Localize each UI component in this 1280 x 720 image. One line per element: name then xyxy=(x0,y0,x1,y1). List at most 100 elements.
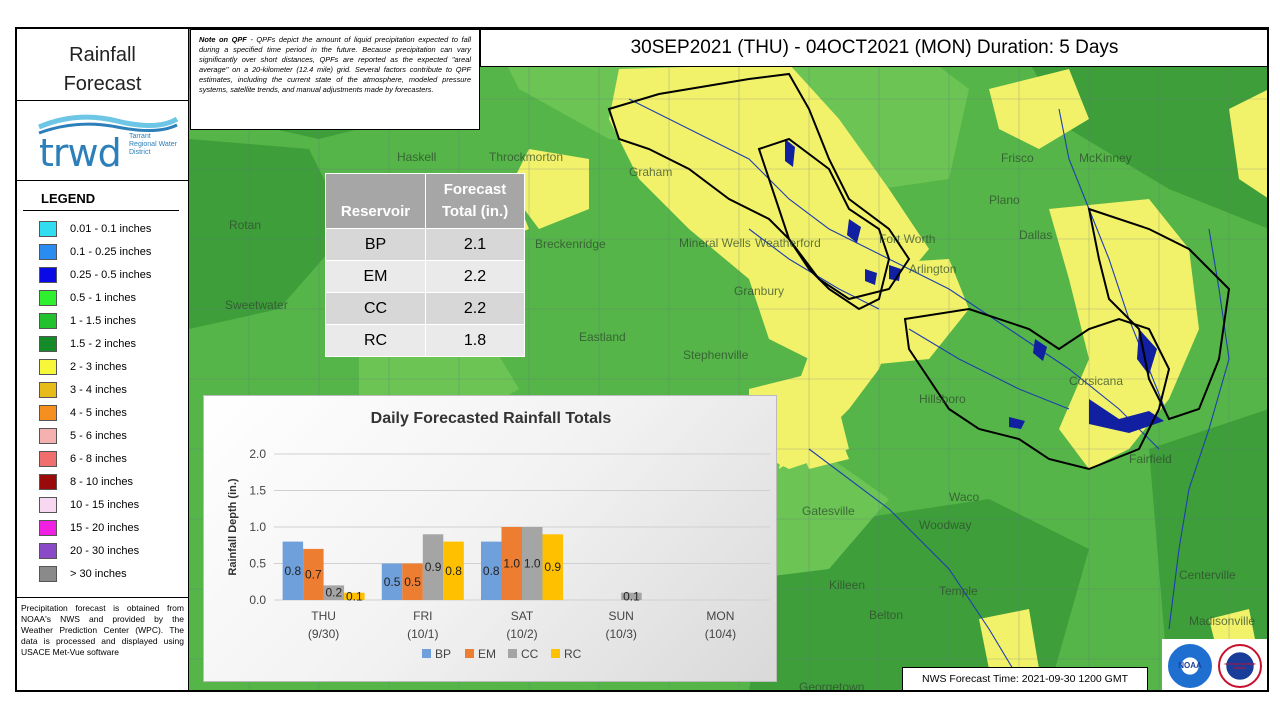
legend-swatch xyxy=(39,358,57,375)
chart-title: Daily Forecasted Rainfall Totals xyxy=(370,410,612,427)
legend-label: 4 - 5 inches xyxy=(70,406,127,419)
map-label: Mineral Wells xyxy=(679,236,751,250)
map-label: Throckmorton xyxy=(489,150,563,164)
legend-item: 0.5 - 1 inches xyxy=(39,286,151,309)
map-label: Belton xyxy=(869,608,903,622)
map-label: Plano xyxy=(989,193,1020,207)
map-label: Corsicana xyxy=(1069,374,1123,388)
chart-x-tick-label: SAT xyxy=(511,609,534,623)
trwd-logo: trwd Tarrant Regional Water District xyxy=(17,101,188,181)
legend-item: 15 - 20 inches xyxy=(39,516,151,539)
table-header-total: Forecast Total (in.) xyxy=(425,173,525,229)
chart-legend-label: RC xyxy=(564,647,582,661)
chart-y-axis-label: Rainfall Depth (in.) xyxy=(227,478,239,576)
nws-forecast-time: NWS Forecast Time: 2021-09-30 1200 GMT xyxy=(902,667,1148,690)
chart-x-tick-label: FRI xyxy=(413,609,432,623)
legend-divider xyxy=(23,210,179,211)
forecast-period-title: 30SEP2021 (THU) - 04OCT2021 (MON) Durati… xyxy=(480,29,1267,67)
chart-bar-em xyxy=(501,527,522,600)
chart-x-tick-label: THU xyxy=(311,609,336,623)
legend-item: 20 - 30 inches xyxy=(39,539,151,562)
legend-title: LEGEND xyxy=(41,191,96,206)
table-cell-total: 2.2 xyxy=(425,260,525,293)
chart-bar-cc xyxy=(422,534,444,600)
map-label: Gatesville xyxy=(802,504,855,518)
nws-logo-icon: NATIONAL WEATHER SERVICE xyxy=(1218,644,1262,688)
qpf-note-title: Note on QPF xyxy=(199,35,247,44)
chart-x-tick-label: (10/4) xyxy=(705,627,736,641)
chart-bar-cc xyxy=(522,527,543,600)
zone-2-3 xyxy=(989,69,1089,149)
nws-logo-text: NATIONAL WEATHER SERVICE xyxy=(1224,662,1256,670)
chart-legend-swatch xyxy=(465,649,474,658)
chart-data-label: 0.9 xyxy=(425,560,442,574)
reservoir-table: Reservoir Forecast Total (in.) BP 2.1 EM 2… xyxy=(325,173,525,357)
chart-data-label: 0.9 xyxy=(544,560,561,574)
legend-label: 8 - 10 inches xyxy=(70,475,133,488)
legend-swatch xyxy=(39,519,57,536)
table-header-row: Reservoir Forecast Total (in.) xyxy=(325,173,525,229)
legend-label: 1.5 - 2 inches xyxy=(70,337,137,350)
map-label: Waco xyxy=(949,490,980,504)
legend-label: 0.1 - 0.25 inches xyxy=(70,245,152,258)
map-label: Fairfield xyxy=(1129,452,1172,466)
chart-data-label: 0.5 xyxy=(384,575,401,589)
chart-bar-bp xyxy=(282,541,304,600)
legend-swatch xyxy=(39,266,57,283)
chart-bar-cc xyxy=(621,592,642,600)
legend-label: 20 - 30 inches xyxy=(70,544,140,557)
panel-title-line: Rainfall xyxy=(69,44,136,66)
map-label: Eastland xyxy=(579,330,626,344)
legend-label: > 30 inches xyxy=(70,567,127,580)
left-panel: Rainfall Forecast trwd Tarrant Regional … xyxy=(17,29,189,690)
legend-label: 3 - 4 inches xyxy=(70,383,127,396)
legend-swatch xyxy=(39,542,57,559)
chart-data-label: 0.1 xyxy=(346,589,363,603)
chart-bar-rc xyxy=(344,592,365,600)
legend-swatch xyxy=(39,450,57,467)
qpf-note-text: - QPFs depict the amount of liquid preci… xyxy=(199,35,471,94)
legend-label: 0.01 - 0.1 inches xyxy=(70,222,152,235)
table-cell-total: 2.1 xyxy=(425,228,525,261)
legend-item: 0.25 - 0.5 inches xyxy=(39,263,151,286)
map-label: Rotan xyxy=(229,218,261,232)
map-label: Arlington xyxy=(909,262,956,276)
chart-y-tick-label: 1.0 xyxy=(249,520,266,534)
zone-1.5-2 xyxy=(189,139,349,329)
map-label: Killeen xyxy=(829,578,865,592)
map-label: Breckenridge xyxy=(535,237,606,251)
table-cell-reservoir: RC xyxy=(325,324,426,357)
legend-swatch xyxy=(39,427,57,444)
chart-bar-rc xyxy=(443,541,464,600)
chart-data-label: 0.8 xyxy=(483,564,500,578)
map-label: Graham xyxy=(629,165,672,179)
legend-item: 10 - 15 inches xyxy=(39,493,151,516)
legend-item: 3 - 4 inches xyxy=(39,378,151,401)
chart-y-tick-label: 0.0 xyxy=(249,593,266,607)
table-row: EM 2.2 xyxy=(325,260,525,293)
map-label: Frisco xyxy=(1001,151,1034,165)
legend-item: > 30 inches xyxy=(39,562,151,585)
legend-label: 10 - 15 inches xyxy=(70,498,140,511)
legend-item: 2 - 3 inches xyxy=(39,355,151,378)
legend-label: 15 - 20 inches xyxy=(70,521,140,534)
legend-item: 0.1 - 0.25 inches xyxy=(39,240,151,263)
chart-data-label: 0.8 xyxy=(445,564,462,578)
legend-swatch xyxy=(39,565,57,582)
chart-x-tick-label: (10/2) xyxy=(506,627,537,641)
map-label: Centerville xyxy=(1179,568,1236,582)
chart-data-label: 1.0 xyxy=(524,557,541,571)
table-cell-total: 1.8 xyxy=(425,324,525,357)
chart-legend-swatch xyxy=(551,649,560,658)
legend-swatch xyxy=(39,312,57,329)
legend-swatch xyxy=(39,243,57,260)
map-label: Haskell xyxy=(397,150,436,164)
legend-swatch xyxy=(39,220,57,237)
chart-x-tick-label: SUN xyxy=(609,609,634,623)
table-row: CC 2.2 xyxy=(325,292,525,325)
legend-item: 8 - 10 inches xyxy=(39,470,151,493)
legend-label: 0.25 - 0.5 inches xyxy=(70,268,152,281)
chart-bar-rc xyxy=(542,534,563,600)
zone-2-3 xyxy=(1229,90,1267,198)
legend-list: 0.01 - 0.1 inches 0.1 - 0.25 inches 0.25 -… xyxy=(39,217,151,585)
